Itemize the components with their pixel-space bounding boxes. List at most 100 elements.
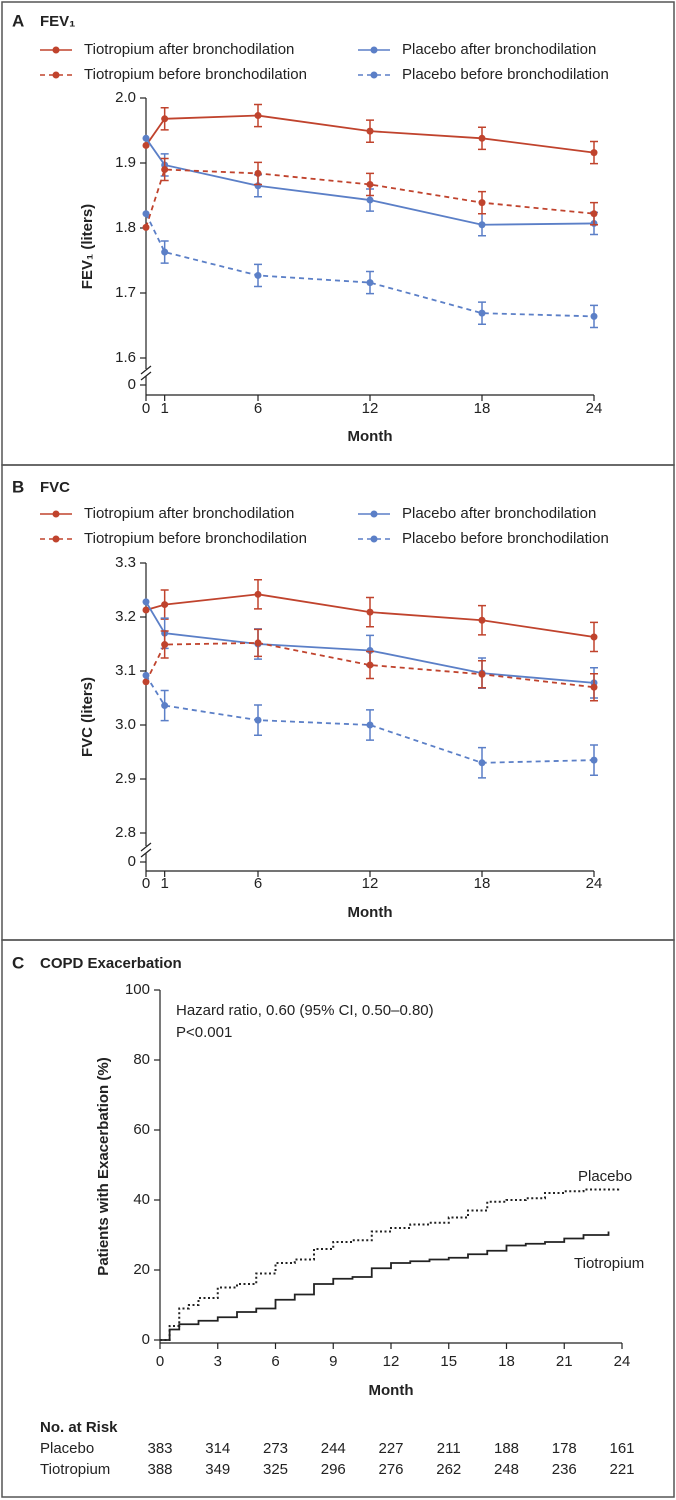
x-tick-label: 6 xyxy=(254,400,262,417)
legend-marker xyxy=(370,510,378,518)
data-point xyxy=(254,716,262,724)
data-point xyxy=(161,115,169,123)
x-axis-title: Month xyxy=(369,1382,414,1399)
y-tick-label: 2.9 xyxy=(115,770,136,787)
risk-count: 244 xyxy=(321,1440,346,1457)
legend-marker xyxy=(52,535,60,543)
data-point xyxy=(161,601,169,609)
x-tick-label: 9 xyxy=(329,1353,337,1370)
series-line xyxy=(145,168,595,228)
data-point xyxy=(478,199,486,207)
y-tick-label: 0 xyxy=(128,376,136,393)
data-point xyxy=(366,127,374,135)
x-tick-label: 24 xyxy=(586,875,603,892)
data-point xyxy=(366,661,374,669)
km-curve xyxy=(160,1187,620,1341)
x-axis-title: Month xyxy=(348,904,393,921)
curve-label: Tiotropium xyxy=(574,1255,644,1272)
data-point xyxy=(142,134,150,142)
risk-count: 273 xyxy=(263,1440,288,1457)
legend-label: Tiotropium before bronchodilation xyxy=(84,66,307,83)
axis-break xyxy=(140,848,152,858)
legend-label: Tiotropium after bronchodilation xyxy=(84,505,294,522)
data-point xyxy=(142,671,150,679)
y-tick-label: 40 xyxy=(133,1191,150,1208)
data-point xyxy=(254,112,262,120)
panel-c-frame xyxy=(1,939,675,1498)
x-tick-label: 6 xyxy=(271,1353,279,1370)
series-line xyxy=(145,114,595,154)
curve-label: Placebo xyxy=(578,1168,632,1185)
panel-label: B xyxy=(12,477,24,496)
x-tick-label: 24 xyxy=(586,400,603,417)
data-point xyxy=(142,210,150,218)
risk-row-label: Tiotropium xyxy=(40,1461,110,1478)
data-point xyxy=(478,759,486,767)
y-tick-label: 1.9 xyxy=(115,154,136,171)
data-point xyxy=(254,169,262,177)
y-tick-label: 1.7 xyxy=(115,284,136,301)
x-tick-label: 12 xyxy=(362,400,379,417)
y-tick-label: 100 xyxy=(125,981,150,998)
risk-count: 296 xyxy=(321,1461,346,1478)
axis-break xyxy=(140,365,152,375)
data-point xyxy=(142,223,150,231)
data-point xyxy=(161,166,169,173)
panel-title: COPD Exacerbation xyxy=(40,955,182,972)
y-tick-label: 1.8 xyxy=(115,219,136,236)
y-tick-label: 80 xyxy=(133,1051,150,1068)
data-point xyxy=(366,196,374,204)
legend-label: Tiotropium before bronchodilation xyxy=(84,530,307,547)
data-point xyxy=(161,702,169,710)
series-line xyxy=(145,601,595,684)
data-point xyxy=(590,312,598,320)
axis-break xyxy=(140,371,152,381)
data-point xyxy=(366,608,374,616)
risk-count: 221 xyxy=(609,1461,634,1478)
annotation: P<0.001 xyxy=(176,1024,232,1041)
data-point xyxy=(142,678,150,686)
data-point xyxy=(366,279,374,287)
x-tick-label: 0 xyxy=(142,400,150,417)
y-tick-label: 20 xyxy=(133,1261,150,1278)
data-point xyxy=(478,309,486,317)
x-tick-label: 3 xyxy=(214,1353,222,1370)
risk-row-label: Placebo xyxy=(40,1440,94,1457)
series-line xyxy=(145,674,595,764)
data-point xyxy=(590,633,598,641)
legend-marker xyxy=(52,510,60,518)
y-tick-label: 3.1 xyxy=(115,662,136,679)
km-curve xyxy=(160,1231,610,1341)
y-tick-label: 0 xyxy=(128,853,136,870)
risk-count: 188 xyxy=(494,1440,519,1457)
data-point xyxy=(366,180,374,188)
x-tick-label: 18 xyxy=(474,400,491,417)
x-tick-label: 0 xyxy=(156,1353,164,1370)
y-axis-title: Patients with Exacerbation (%) xyxy=(95,1057,112,1275)
risk-count: 325 xyxy=(263,1461,288,1478)
data-point xyxy=(478,616,486,624)
x-tick-label: 0 xyxy=(142,875,150,892)
data-point xyxy=(478,221,486,229)
data-point xyxy=(366,721,374,729)
x-tick-label: 12 xyxy=(362,875,379,892)
x-axis-title: Month xyxy=(348,428,393,445)
data-point xyxy=(254,271,262,279)
risk-count: 236 xyxy=(552,1461,577,1478)
legend-label: Placebo after bronchodilation xyxy=(402,41,596,58)
data-point xyxy=(590,149,598,157)
risk-count: 211 xyxy=(437,1440,461,1457)
x-tick-label: 15 xyxy=(440,1353,457,1370)
data-point xyxy=(590,683,598,691)
series-line xyxy=(145,137,595,226)
x-tick-label: 18 xyxy=(498,1353,515,1370)
x-tick-label: 24 xyxy=(614,1353,631,1370)
series-line xyxy=(145,642,595,689)
y-tick-label: 60 xyxy=(133,1121,150,1138)
legend-label: Placebo after bronchodilation xyxy=(402,505,596,522)
legend-marker xyxy=(370,71,378,79)
risk-count: 314 xyxy=(205,1440,230,1457)
legend-marker xyxy=(370,535,378,543)
data-point xyxy=(478,134,486,142)
